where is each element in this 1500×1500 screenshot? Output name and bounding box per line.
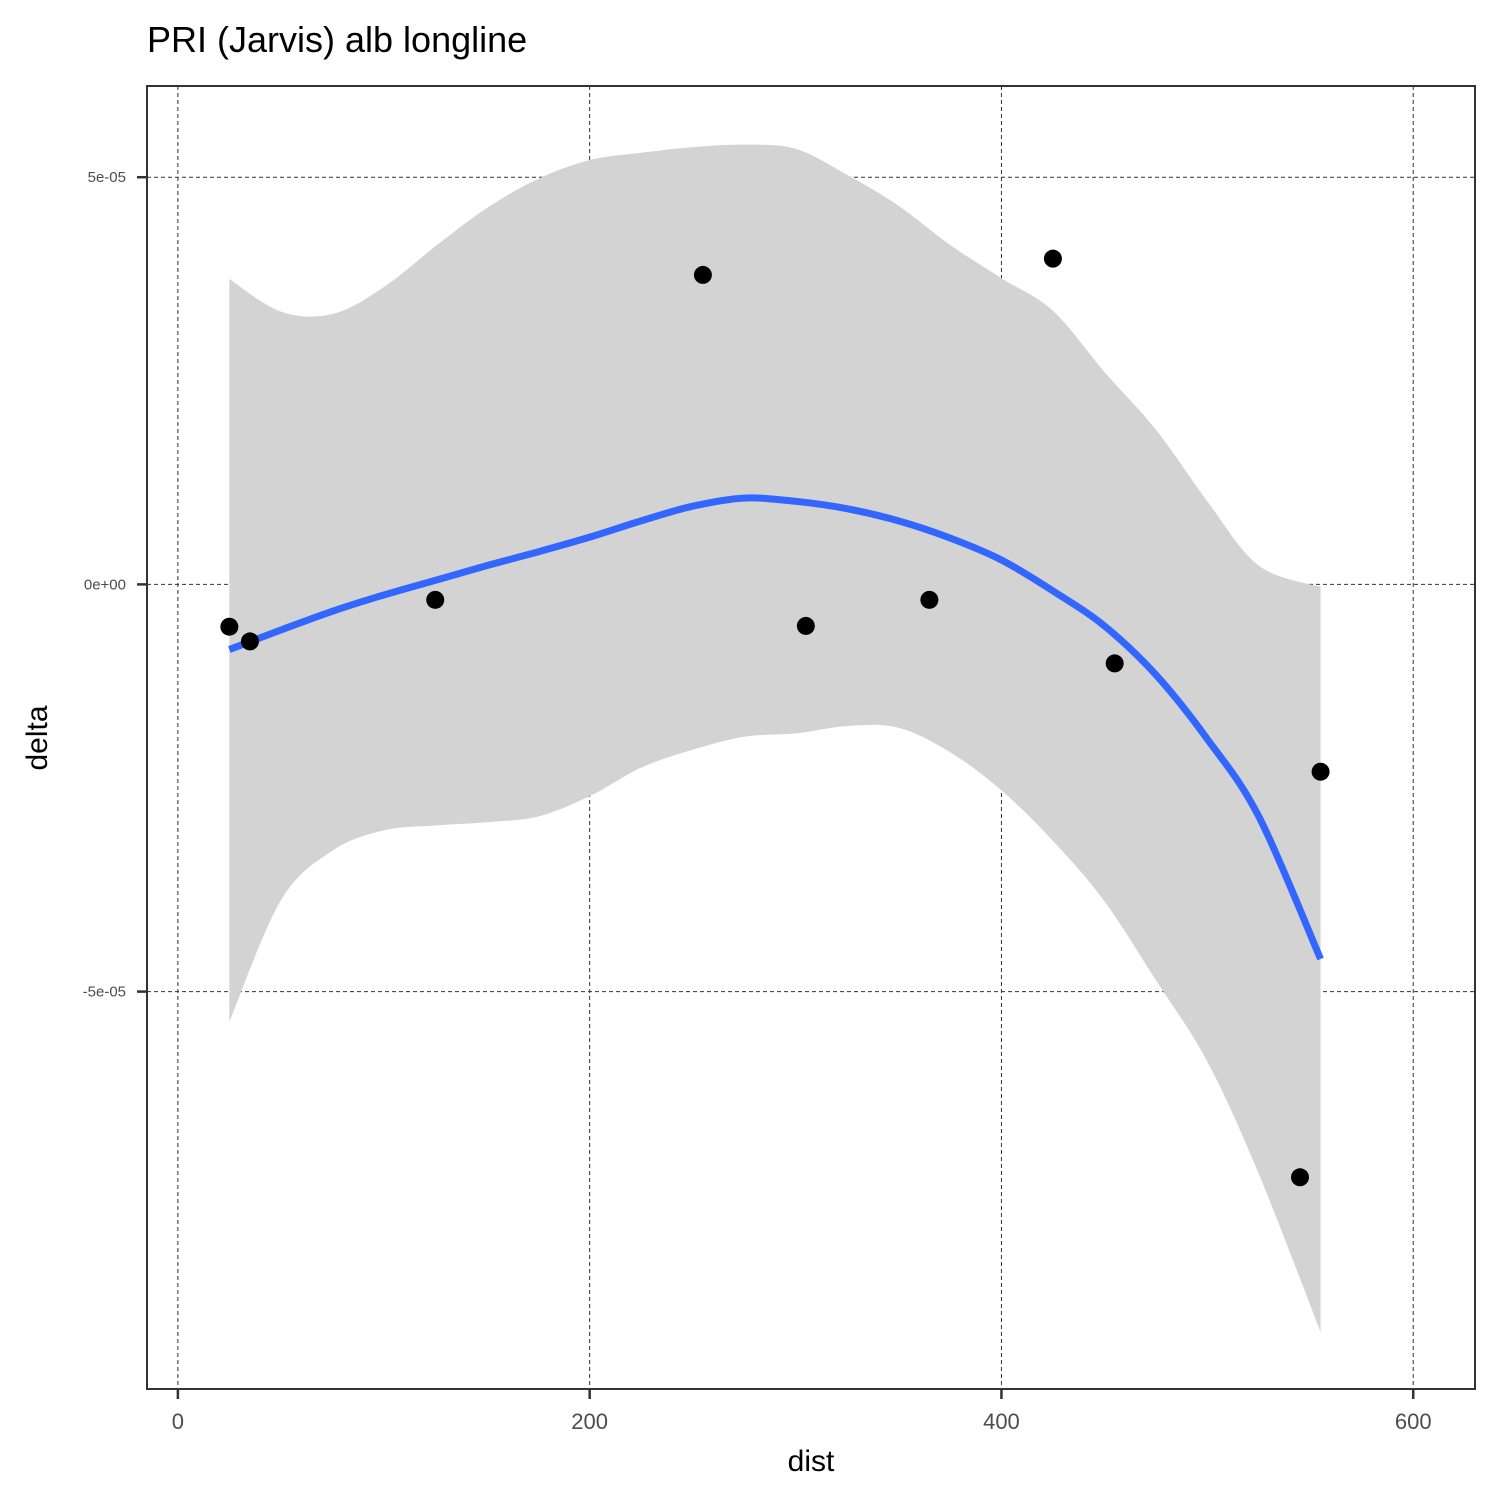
y-tick-label: 5e-05 <box>88 169 126 186</box>
x-tick-label: 0 <box>172 1409 184 1434</box>
data-point <box>426 590 445 609</box>
data-point <box>796 616 815 635</box>
x-axis-title: dist <box>788 1445 835 1478</box>
smooth-trend-line <box>228 494 1324 961</box>
x-tick-label: 200 <box>571 1409 608 1434</box>
data-point <box>240 632 259 651</box>
y-axis-ticks: 5e-05 0e+00 -5e-05 <box>83 169 147 1001</box>
smooth-line-layer <box>228 494 1324 961</box>
chart-title: PRI (Jarvis) alb longline <box>147 19 527 60</box>
y-tick-label: 0e+00 <box>84 576 126 593</box>
data-point <box>920 590 939 609</box>
data-points <box>220 249 1330 1187</box>
data-point <box>1311 762 1330 781</box>
confidence-band <box>229 144 1321 1332</box>
x-tick-label: 400 <box>983 1409 1020 1434</box>
data-point <box>1105 654 1124 673</box>
y-tick-label: -5e-05 <box>83 984 126 1001</box>
data-point <box>1290 1168 1309 1187</box>
data-point <box>220 617 239 636</box>
data-point <box>1043 249 1062 268</box>
y-axis-title: delta <box>21 705 54 770</box>
confidence-band-layer <box>229 144 1321 1332</box>
panel-border <box>146 85 1476 1390</box>
data-point <box>693 265 712 284</box>
x-tick-label: 600 <box>1395 1409 1432 1434</box>
x-axis-ticks: 0 200 400 600 <box>172 1389 1432 1434</box>
